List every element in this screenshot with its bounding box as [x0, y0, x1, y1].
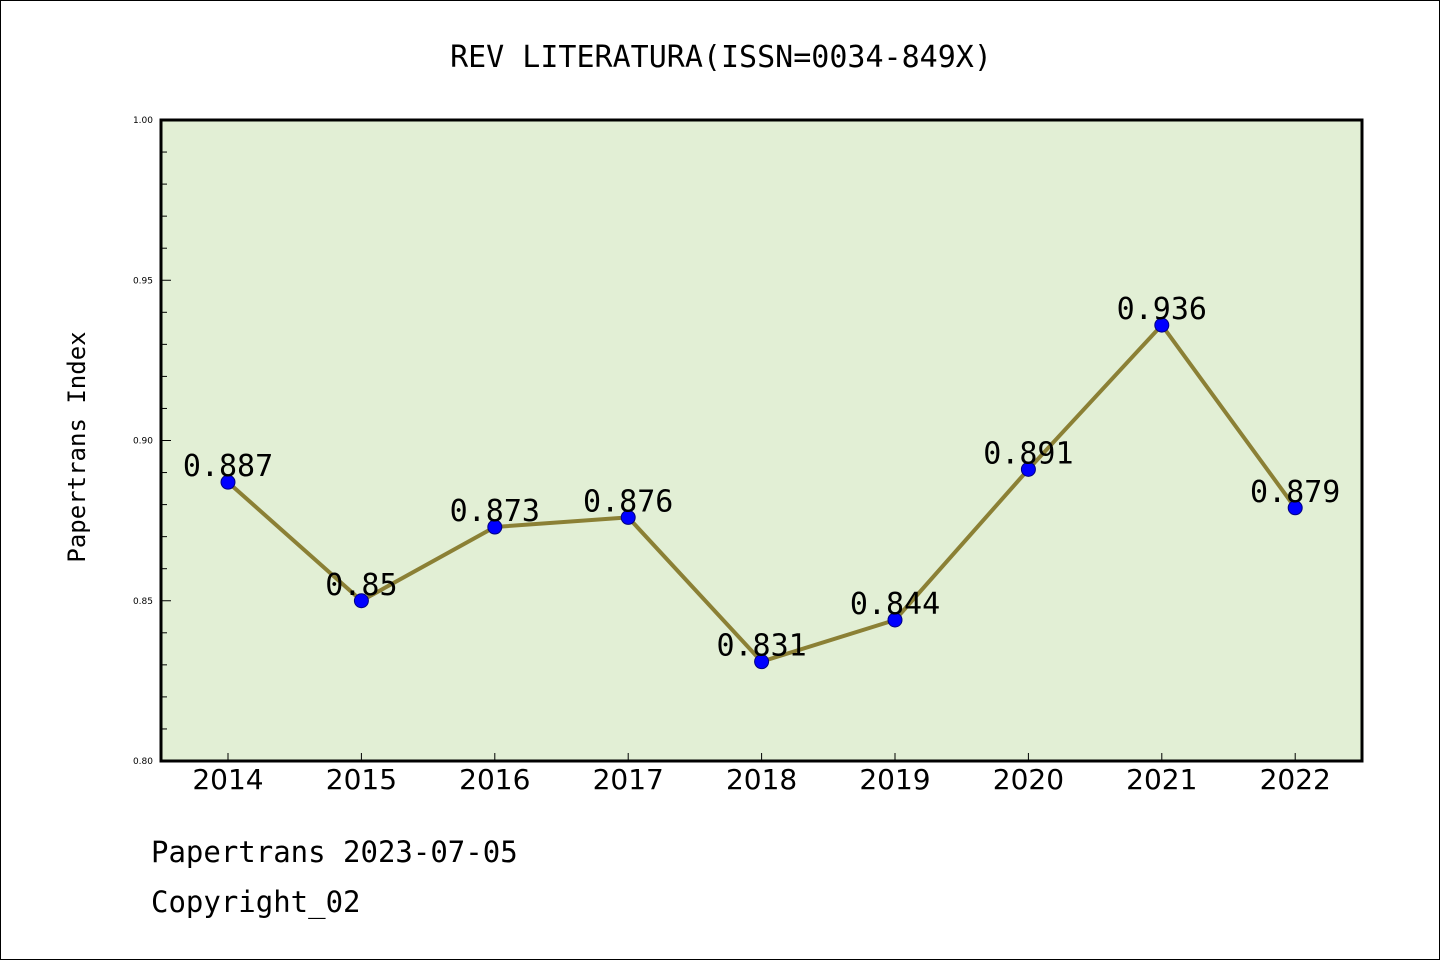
- data-label: 0.936: [1117, 292, 1207, 327]
- y-axis-title: Papertrans Index: [63, 331, 91, 562]
- x-tick-label: 2017: [593, 763, 664, 796]
- x-axis-ticks: 2014 2015 2016 2017 2018 2019 2020 2021 2022: [192, 753, 1331, 796]
- data-point: [1020, 461, 1036, 477]
- data-point: [754, 654, 770, 670]
- y-tick-label: 1.00: [133, 116, 153, 126]
- data-label: 0.876: [583, 484, 673, 519]
- chart-title: REV LITERATURA(ISSN=0034-849X): [450, 40, 992, 75]
- data-point: [1287, 500, 1303, 516]
- data-point: [620, 509, 636, 525]
- x-tick-label: 2020: [993, 763, 1064, 796]
- data-label: 0.831: [716, 629, 806, 664]
- x-tick-label: 2015: [326, 763, 397, 796]
- data-point: [220, 474, 236, 490]
- footer-copyright: Copyright_02: [151, 885, 361, 919]
- x-tick-label: 2022: [1260, 763, 1331, 796]
- data-label: 0.887: [183, 449, 273, 484]
- y-tick-label: 0.85: [133, 597, 153, 607]
- data-point: [487, 519, 503, 535]
- data-label: 0.873: [450, 494, 540, 529]
- x-tick-label: 2021: [1126, 763, 1197, 796]
- x-tick-label: 2014: [192, 763, 263, 796]
- data-point: [1154, 317, 1170, 333]
- x-tick-label: 2018: [726, 763, 797, 796]
- y-tick-label: 0.90: [133, 437, 153, 447]
- data-label: 0.891: [983, 436, 1073, 471]
- x-tick-label: 2016: [459, 763, 530, 796]
- y-axis-ticks: 0.80 0.85 0.90 0.95 1.00: [133, 116, 171, 767]
- data-label: 0.85: [325, 568, 397, 603]
- data-label: 0.844: [850, 587, 940, 622]
- y-tick-label: 0.80: [133, 757, 153, 767]
- data-label: 0.879: [1250, 475, 1340, 510]
- footer-date: Papertrans 2023-07-05: [151, 835, 518, 869]
- data-point: [353, 593, 369, 609]
- series-layer: 0.887 0.85 0.873 0.876 0.831 0.844 0.891 0.936 0…: [183, 292, 1340, 670]
- x-tick-label: 2019: [859, 763, 930, 796]
- data-point: [887, 612, 903, 628]
- y-tick-label: 0.95: [133, 276, 153, 286]
